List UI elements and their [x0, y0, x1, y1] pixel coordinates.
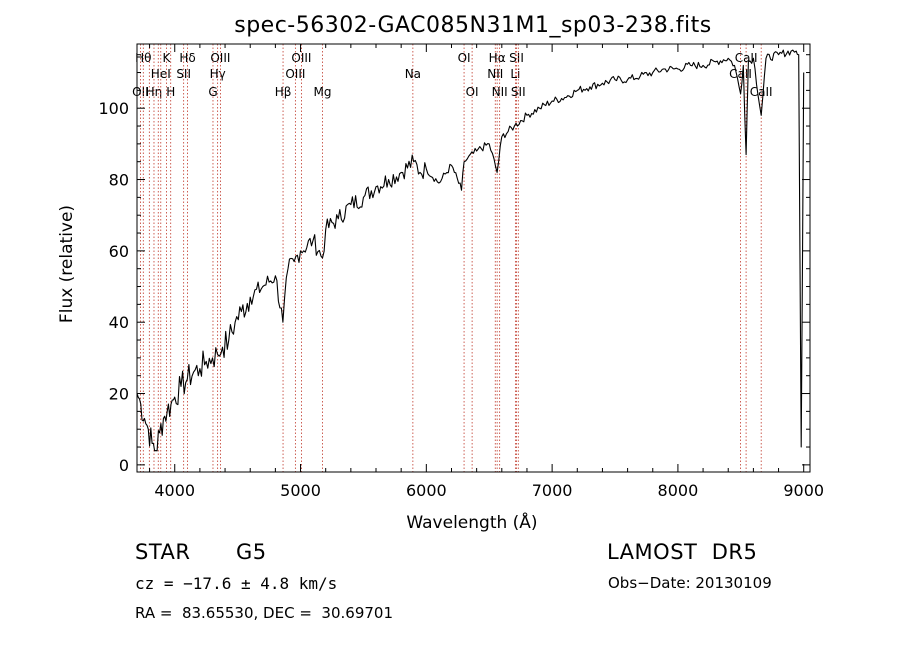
y-tick-label: 80 [109, 171, 129, 190]
redshift-text: cz = −17.6 ± 4.8 km/s [135, 574, 338, 593]
line-marker-label: OI [466, 85, 479, 99]
line-marker-label: NII [487, 67, 503, 81]
line-marker-label: SII [511, 85, 526, 99]
x-tick-label: 4000 [154, 481, 195, 500]
line-marker-label: CaII [729, 67, 752, 81]
obs-date: Obs−Date: 20130109 [608, 574, 772, 592]
y-tick-label: 0 [119, 456, 129, 475]
x-tick-label: 7000 [532, 481, 573, 500]
coordinates: RA = 83.65530, DEC = 30.69701 [135, 604, 394, 622]
spectrum-line [136, 49, 805, 452]
line-marker-label: Li [510, 67, 520, 81]
y-axis: 0 20 40 60 80 100 [98, 54, 810, 475]
y-tick-label: 20 [109, 385, 129, 404]
line-marker-label: NII [492, 85, 508, 99]
line-markers: OIIHθHηHeIKHSIIHδGHγOIIIHβOIIIOIIIMgNaOI… [132, 44, 773, 472]
line-marker-label: Mg [314, 85, 332, 99]
x-tick-label: 5000 [280, 481, 321, 500]
object-class: STAR [135, 540, 191, 564]
line-marker-label: Hδ [179, 51, 195, 65]
spectrum-curve [136, 49, 805, 452]
line-marker-label: OIII [210, 51, 230, 65]
line-marker-label: SII [176, 67, 191, 81]
subclass: G5 [236, 540, 267, 564]
line-marker-label: CaII [750, 85, 773, 99]
line-marker-label: Hα [489, 51, 506, 65]
line-marker-label: Hβ [275, 85, 292, 99]
line-marker-label: OII [132, 85, 149, 99]
line-marker-label: OIII [291, 51, 311, 65]
line-marker-label: HeI [151, 67, 171, 81]
line-marker-label: G [208, 85, 217, 99]
x-axis: 4000 5000 6000 7000 8000 9000 [149, 44, 824, 500]
line-marker-label: OIII [285, 67, 305, 81]
spectrum-chart: spec-56302-GAC085N31M1_sp03-238.fits OII… [57, 13, 824, 533]
line-marker-label: SII [509, 51, 524, 65]
y-tick-label: 100 [98, 99, 129, 118]
line-marker-label: H [166, 85, 175, 99]
line-marker-label: Na [405, 67, 421, 81]
y-tick-label: 40 [109, 313, 129, 332]
line-marker-label: Hη [146, 85, 163, 99]
x-tick-label: 8000 [658, 481, 699, 500]
x-axis-label: Wavelength (Å) [406, 511, 537, 533]
chart-title: spec-56302-GAC085N31M1_sp03-238.fits [234, 13, 712, 38]
line-marker-label: OI [458, 51, 471, 65]
y-axis-label: Flux (relative) [57, 205, 77, 323]
survey-name: LAMOST DR5 [607, 540, 758, 564]
y-tick-label: 60 [109, 242, 129, 261]
line-marker-label: Hγ [210, 67, 226, 81]
x-tick-label: 6000 [406, 481, 447, 500]
x-tick-label: 9000 [783, 481, 824, 500]
line-marker-label: K [162, 51, 171, 65]
plot-frame [136, 43, 811, 473]
